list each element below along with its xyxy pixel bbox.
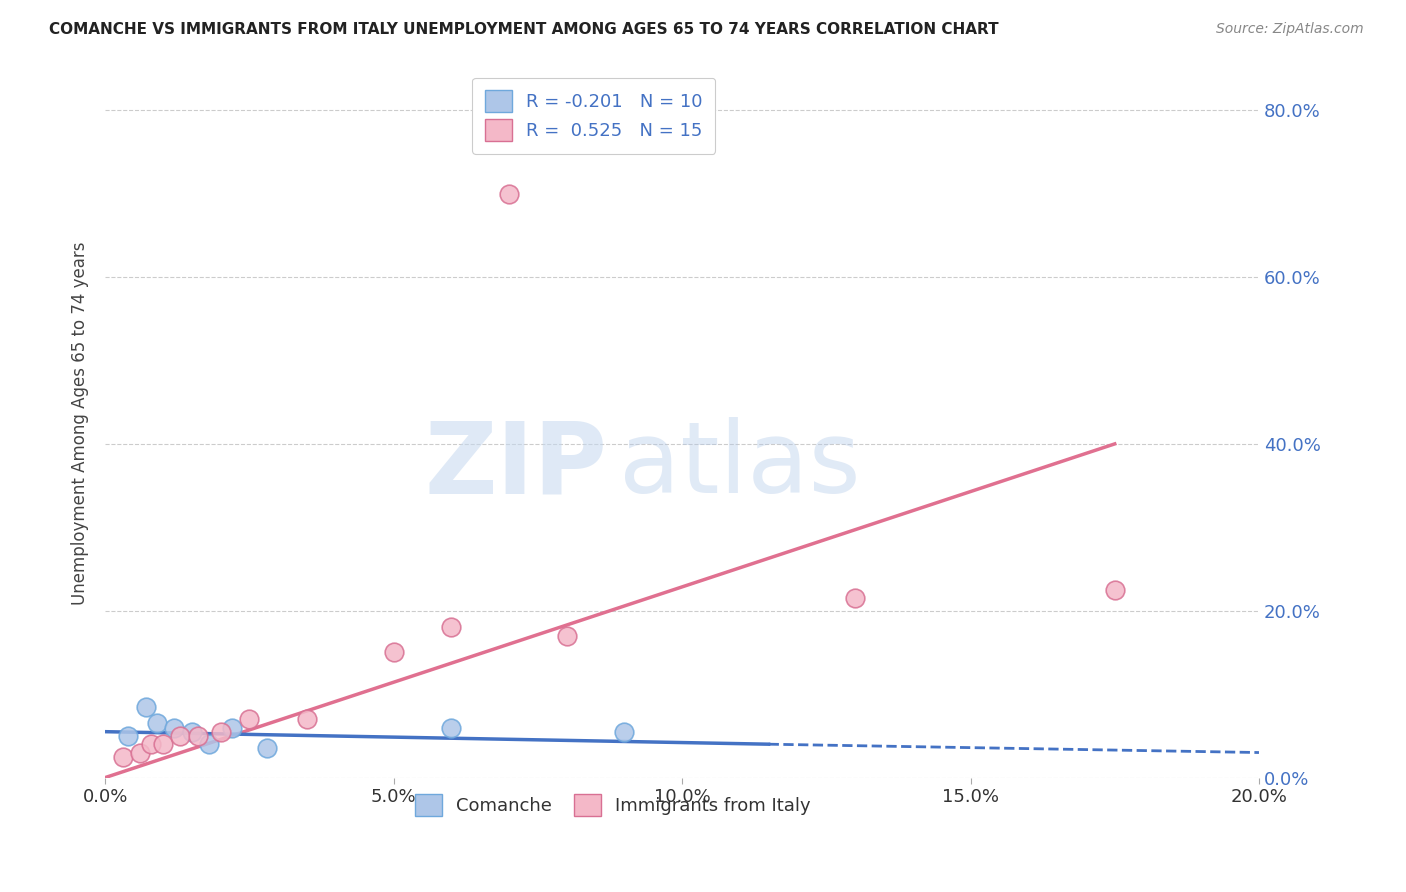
Point xyxy=(238,712,260,726)
Point xyxy=(440,721,463,735)
Point xyxy=(555,629,578,643)
Point xyxy=(382,645,405,659)
Point xyxy=(440,620,463,634)
Point xyxy=(169,729,191,743)
Point xyxy=(180,724,202,739)
Point xyxy=(186,729,208,743)
Text: atlas: atlas xyxy=(619,417,860,514)
Point xyxy=(221,721,243,735)
Text: ZIP: ZIP xyxy=(425,417,607,514)
Text: COMANCHE VS IMMIGRANTS FROM ITALY UNEMPLOYMENT AMONG AGES 65 TO 74 YEARS CORRELA: COMANCHE VS IMMIGRANTS FROM ITALY UNEMPL… xyxy=(49,22,998,37)
Text: Source: ZipAtlas.com: Source: ZipAtlas.com xyxy=(1216,22,1364,37)
Point xyxy=(844,591,866,606)
Point xyxy=(163,721,186,735)
Point xyxy=(256,741,278,756)
Point xyxy=(128,746,150,760)
Point xyxy=(152,737,174,751)
Point xyxy=(135,699,157,714)
Point xyxy=(141,737,163,751)
Point xyxy=(111,749,134,764)
Point xyxy=(295,712,318,726)
Point xyxy=(498,186,520,201)
Point xyxy=(146,716,169,731)
Point xyxy=(117,729,139,743)
Point xyxy=(1104,582,1126,597)
Y-axis label: Unemployment Among Ages 65 to 74 years: Unemployment Among Ages 65 to 74 years xyxy=(72,242,89,605)
Point xyxy=(209,724,232,739)
Point xyxy=(613,724,636,739)
Legend: Comanche, Immigrants from Italy: Comanche, Immigrants from Italy xyxy=(406,785,820,825)
Point xyxy=(198,737,221,751)
